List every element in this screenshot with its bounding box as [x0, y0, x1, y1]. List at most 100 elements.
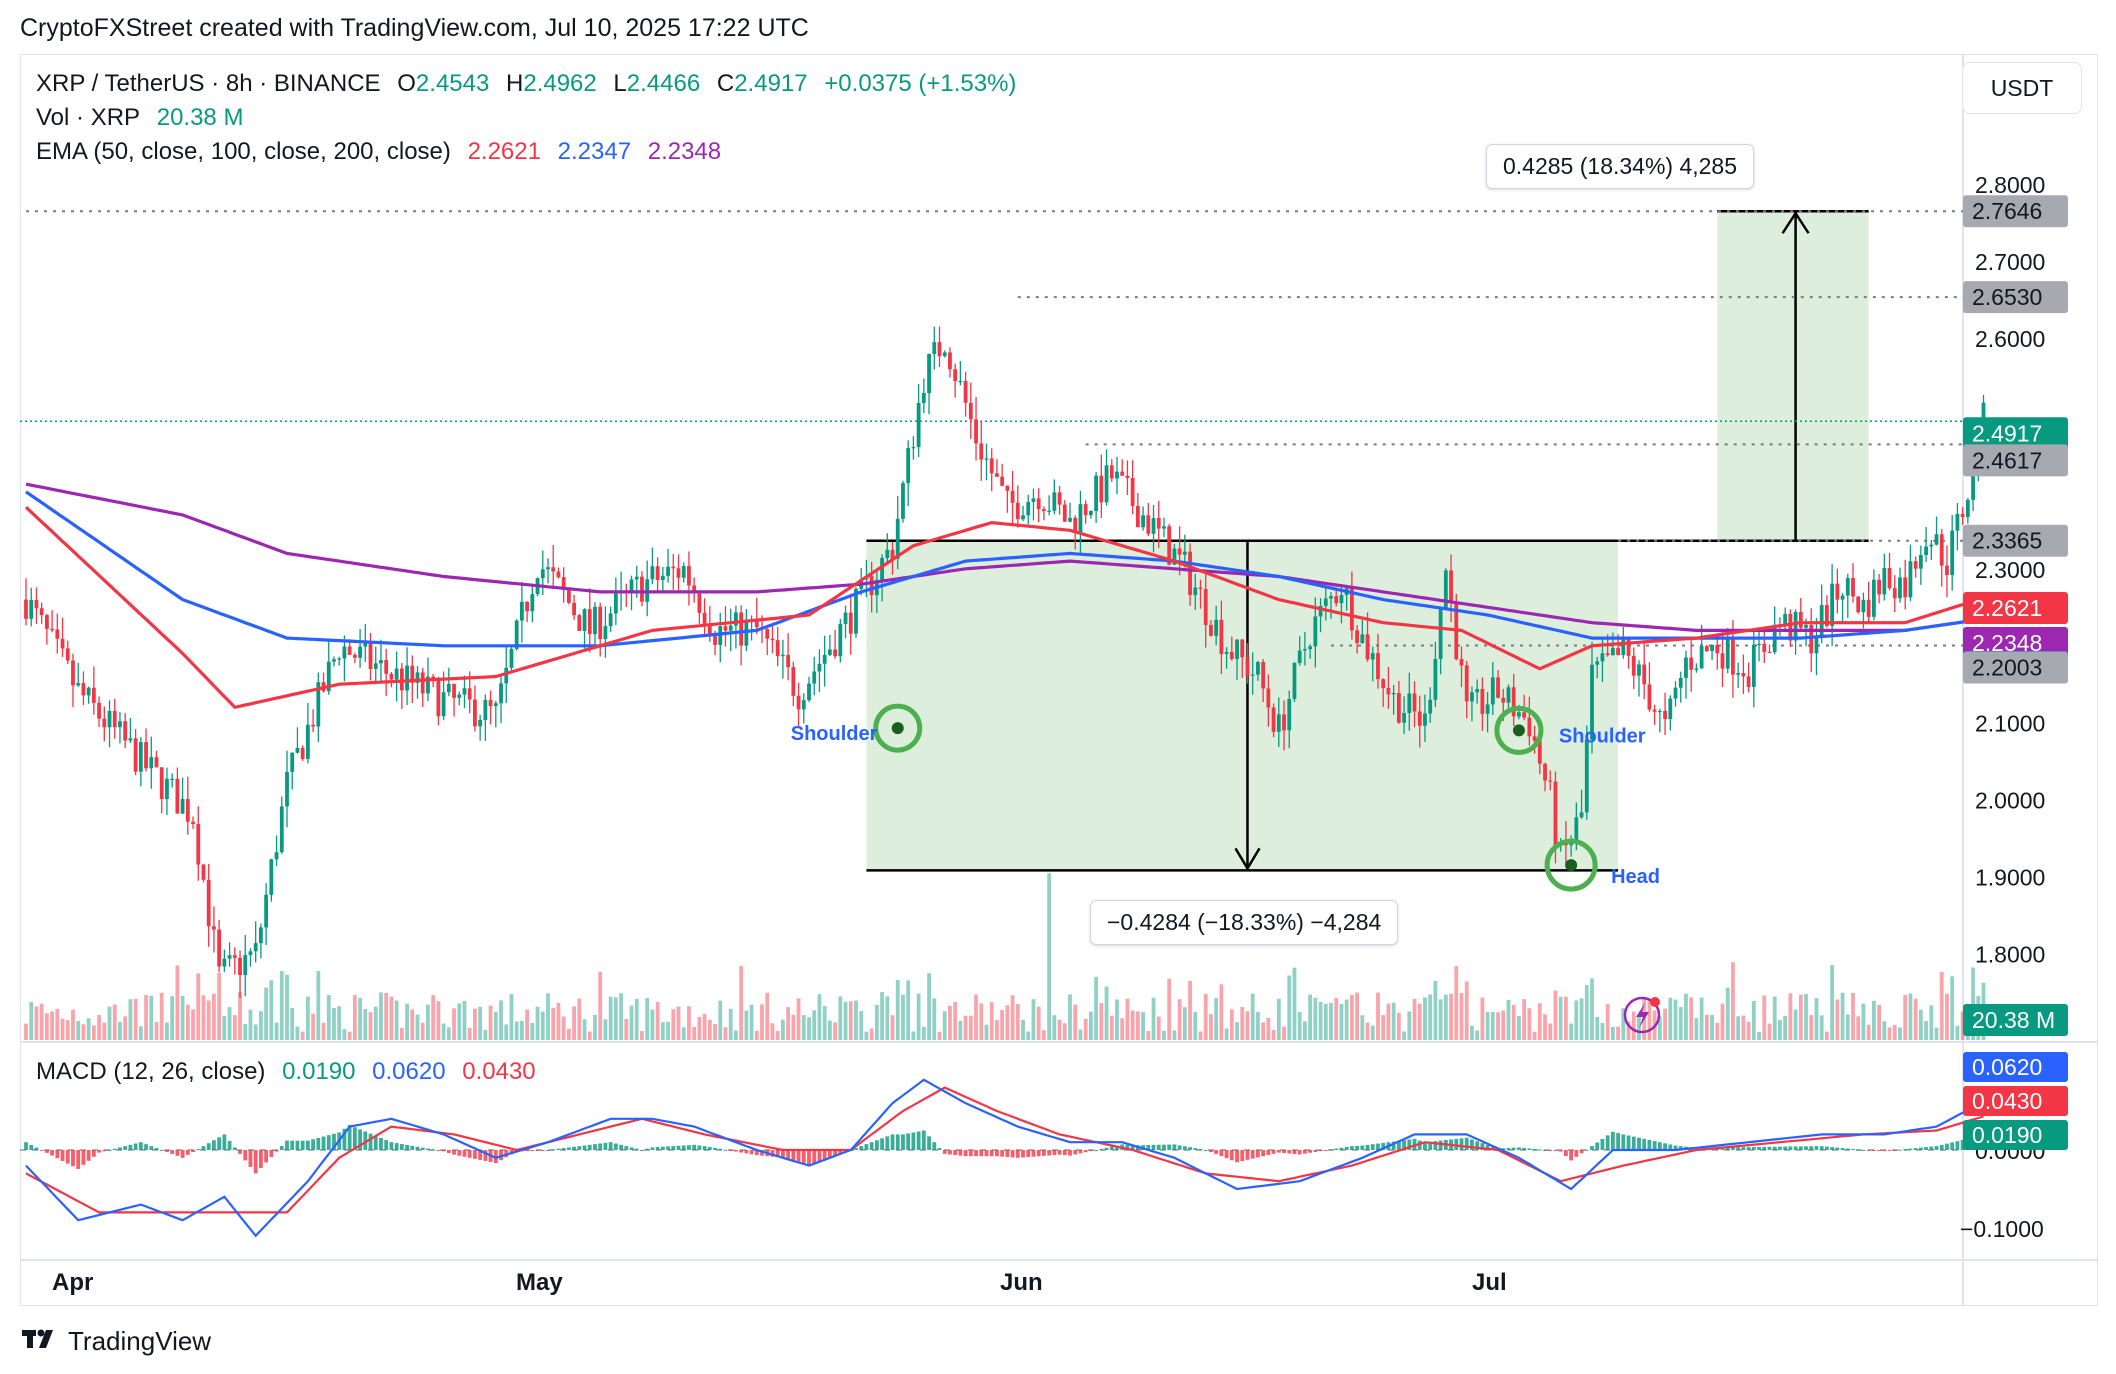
macd-histogram-bar	[1746, 1147, 1751, 1150]
volume-bar	[1099, 1003, 1104, 1040]
legend-macd-label[interactable]: MACD (12, 26, close)	[36, 1058, 266, 1085]
tradingview-logo[interactable]: TradingView	[22, 1326, 211, 1357]
volume-bar	[97, 1015, 101, 1040]
macd-histogram-bar	[1339, 1147, 1344, 1150]
macd-histogram-bar	[1130, 1145, 1135, 1150]
macd-histogram-bar	[1104, 1147, 1109, 1150]
macd-value-tag-label: 0.0190	[1972, 1122, 2042, 1148]
candle-body	[473, 699, 477, 727]
candle-body	[1104, 465, 1109, 503]
macd-histogram-bar	[1198, 1149, 1203, 1151]
volume-bar	[1125, 998, 1130, 1040]
macd-histogram-bar	[1569, 1150, 1574, 1161]
macd-histogram-bar	[640, 1150, 644, 1151]
candle-body	[305, 724, 310, 759]
macd-histogram-bar	[963, 1150, 968, 1157]
volume-bar	[326, 994, 331, 1040]
macd-histogram-bar	[577, 1146, 582, 1150]
candle-body	[399, 668, 404, 691]
volume-bar	[1130, 1010, 1135, 1040]
macd-histogram-bar	[629, 1147, 634, 1150]
candle-body	[446, 683, 451, 693]
macd-histogram-bar	[1240, 1150, 1245, 1162]
macd-histogram-bar	[1945, 1143, 1949, 1150]
macd-histogram-bar	[838, 1150, 843, 1154]
candle-body	[1083, 504, 1088, 516]
volume-bar	[1480, 997, 1485, 1040]
candle-body	[1657, 710, 1662, 713]
candle-body	[149, 757, 154, 769]
macd-histogram-bar	[264, 1150, 269, 1163]
macd-histogram-bar	[911, 1132, 916, 1150]
volume-bar	[561, 1016, 566, 1040]
ema200-line	[25, 482, 1984, 632]
volume-bar	[405, 1003, 409, 1040]
volume-bar	[1256, 1011, 1260, 1040]
candle-body	[1720, 653, 1725, 669]
macd-histogram-bar	[1349, 1146, 1354, 1150]
macd-histogram-bar	[817, 1150, 822, 1162]
candle-body	[1866, 599, 1871, 617]
volume-bar	[1313, 997, 1318, 1040]
currency-button[interactable]: USDT	[1962, 62, 2082, 114]
volume-bar	[259, 1011, 263, 1040]
candle-body	[734, 612, 738, 626]
macd-histogram-bar	[457, 1150, 462, 1156]
candle-body	[1323, 598, 1328, 606]
macd-histogram-bar	[692, 1144, 697, 1150]
volume-bar	[248, 1009, 253, 1040]
volume-bar	[285, 974, 289, 1040]
candle-body	[44, 615, 49, 629]
macd-histogram-bar	[305, 1140, 310, 1150]
price-axis-tick: 1.9000	[1975, 865, 2045, 891]
legend-ema-label[interactable]: EMA (50, close, 100, close, 200, close)	[36, 138, 451, 165]
macd-histogram-bar	[1522, 1147, 1527, 1150]
legend-symbol[interactable]: XRP / TetherUS · 8h · BINANCE	[36, 70, 381, 97]
macd-histogram-bar	[984, 1150, 989, 1157]
volume-bar	[290, 1007, 295, 1040]
candle-body	[1428, 699, 1433, 714]
candle-body	[1276, 714, 1281, 732]
macd-histogram-bar	[326, 1135, 331, 1150]
macd-histogram-bar	[1501, 1148, 1506, 1150]
candle-body	[1501, 697, 1506, 703]
macd-histogram-bar	[671, 1146, 676, 1150]
price-tag-level	[1963, 524, 2068, 557]
macd-value-tag-label: 0.0430	[1972, 1088, 2042, 1114]
macd-histogram-bar	[50, 1150, 54, 1156]
macd-histogram-bar	[1898, 1149, 1902, 1151]
candle-body	[1167, 526, 1172, 565]
legend-vol-label[interactable]: Vol · XRP	[36, 104, 141, 131]
volume-bar	[107, 1006, 112, 1040]
macd-histogram-bar	[744, 1150, 749, 1154]
volume-bar	[238, 992, 242, 1040]
macd-histogram-bar	[238, 1150, 242, 1154]
time-axis-tick: May	[516, 1269, 563, 1296]
candle-body	[1250, 674, 1255, 676]
candle-body	[921, 393, 926, 404]
macd-histogram-bar	[1188, 1147, 1192, 1150]
candle-body	[603, 626, 608, 640]
macd-histogram-bar	[1459, 1138, 1464, 1150]
candle-body	[843, 612, 848, 624]
candle-body	[300, 747, 305, 759]
candle-body	[1021, 515, 1025, 520]
candle-body	[514, 620, 519, 649]
macd-histogram-bar	[71, 1150, 75, 1167]
candle-body	[1637, 664, 1641, 676]
candle-body	[1396, 692, 1401, 723]
volume-bar	[1156, 1016, 1161, 1040]
volume-bar	[1798, 994, 1803, 1040]
ema100-line	[25, 490, 1984, 648]
candle-body	[655, 566, 660, 580]
replay-icon[interactable]	[1623, 996, 1661, 1034]
volume-bar	[1042, 1030, 1046, 1040]
candle-body	[1209, 624, 1213, 636]
volume-bar	[1459, 992, 1464, 1040]
candle-body	[159, 767, 164, 800]
macd-histogram-bar	[1939, 1144, 1944, 1150]
macd-histogram-bar	[1553, 1150, 1558, 1152]
macd-histogram-bar	[1292, 1150, 1297, 1154]
macd-histogram-bar	[906, 1133, 911, 1150]
